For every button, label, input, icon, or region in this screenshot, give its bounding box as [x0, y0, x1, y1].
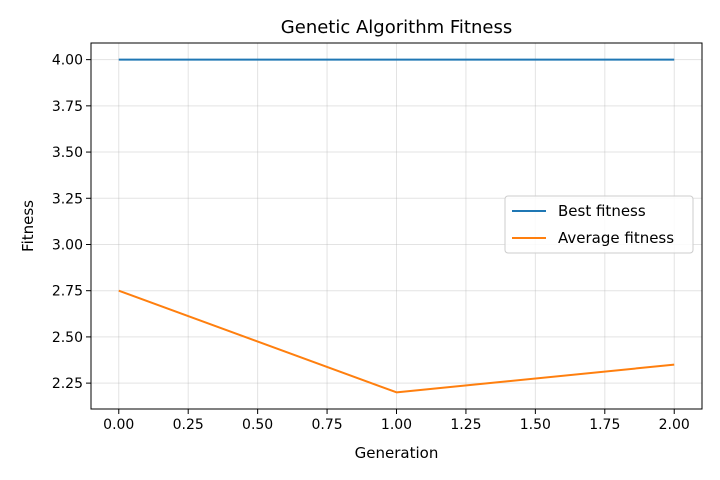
y-axis-label: Fitness [19, 200, 37, 252]
x-tick-label: 1.75 [589, 417, 620, 433]
x-tick-label: 0.00 [103, 417, 134, 433]
y-tick-label: 2.25 [52, 376, 83, 392]
tick-layer: 0.00 0.25 0.50 0.75 1.00 1.25 1.50 1.75 2.00 2.25… [52, 53, 690, 433]
grid-layer [91, 43, 702, 409]
legend-box [504, 195, 694, 254]
y-tick-label: 3.25 [52, 191, 83, 207]
legend-label-best-fitness: Best fitness [558, 202, 646, 220]
chart-title: Genetic Algorithm Fitness [281, 17, 512, 38]
x-tick-label: 1.25 [450, 417, 481, 433]
y-tick-label: 4.00 [52, 53, 83, 69]
x-tick-label: 0.75 [311, 417, 342, 433]
x-tick-label: 2.00 [659, 417, 690, 433]
legend: Best fitness Average fitness [504, 195, 694, 254]
x-tick-label: 1.00 [381, 417, 412, 433]
legend-label-average-fitness: Average fitness [558, 229, 674, 247]
x-tick-label: 0.50 [242, 417, 273, 433]
y-tick-label: 3.50 [52, 145, 83, 161]
y-tick-label: 2.75 [52, 284, 83, 300]
x-tick-label: 1.50 [520, 417, 551, 433]
x-tick-label: 0.25 [173, 417, 204, 433]
y-tick-label: 3.75 [52, 99, 83, 115]
y-tick-label: 3.00 [52, 237, 83, 253]
series-layer [118, 58, 675, 394]
y-tick-label: 2.50 [52, 330, 83, 346]
x-axis-label: Generation [355, 444, 439, 462]
